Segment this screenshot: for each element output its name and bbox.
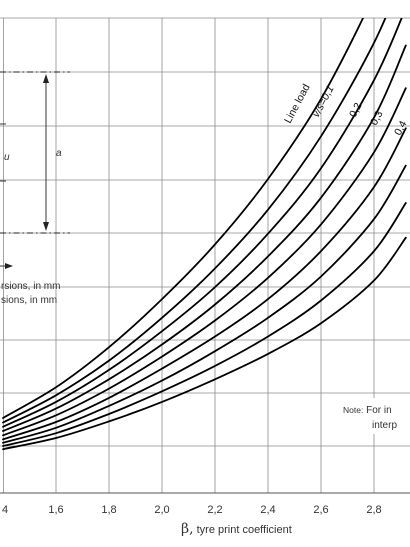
beta-symbol: β, [181, 521, 194, 537]
x-tick-label-2: 1,8 [101, 504, 116, 516]
curve-8 [2, 236, 407, 451]
note-text-1: For in [363, 405, 391, 416]
note-background [338, 398, 410, 434]
curve-0 [2, 18, 365, 419]
curve-7 [2, 202, 407, 447]
note-prefix: Note: [343, 405, 363, 415]
x-tick-labels: 4 1,6 1,8 2,0 2,2 2,4 2,6 2,8 [2, 504, 382, 516]
curve-5 [2, 127, 407, 441]
dimension-note-2: sions, in mm [1, 295, 57, 306]
curve-3 [2, 44, 407, 432]
curve-label-vs-01: v/s=0,1 [310, 84, 337, 120]
curve-6 [2, 164, 407, 444]
note-box: Note: For in interp [338, 398, 410, 434]
x-axis-title: β, tyre print coefficient [181, 521, 292, 537]
dimension-sketch: a u rsions, in mm sions, in mm [0, 71, 70, 306]
x-tick-label-1: 1,6 [48, 504, 63, 516]
curve-label-04: 0,4 [392, 119, 410, 138]
curve-1 [2, 18, 387, 424]
dimension-note-1: rsions, in mm [1, 281, 60, 292]
x-tick-label-3: 2,0 [154, 504, 169, 516]
x-tick-label-4: 2,2 [207, 504, 222, 516]
x-tick-label-6: 2,6 [313, 504, 328, 516]
x-tick-label-5: 2,4 [260, 504, 275, 516]
x-tick-label-7: 2,8 [366, 504, 381, 516]
curves [2, 18, 407, 451]
x-tick-label-0: 4 [2, 504, 8, 516]
curve-4 [2, 87, 407, 437]
dimension-label-b: u [4, 152, 10, 163]
arrow-right-icon [5, 263, 13, 269]
curve-2 [2, 18, 403, 428]
note-line-2: interp [372, 420, 397, 431]
x-axis-title-text: tyre print coefficient [194, 524, 292, 536]
arrow-down-icon [43, 222, 49, 231]
note-line-1: Note: For in [343, 405, 392, 416]
arrow-up-icon [43, 74, 49, 83]
dimension-label-a: a [56, 148, 62, 159]
